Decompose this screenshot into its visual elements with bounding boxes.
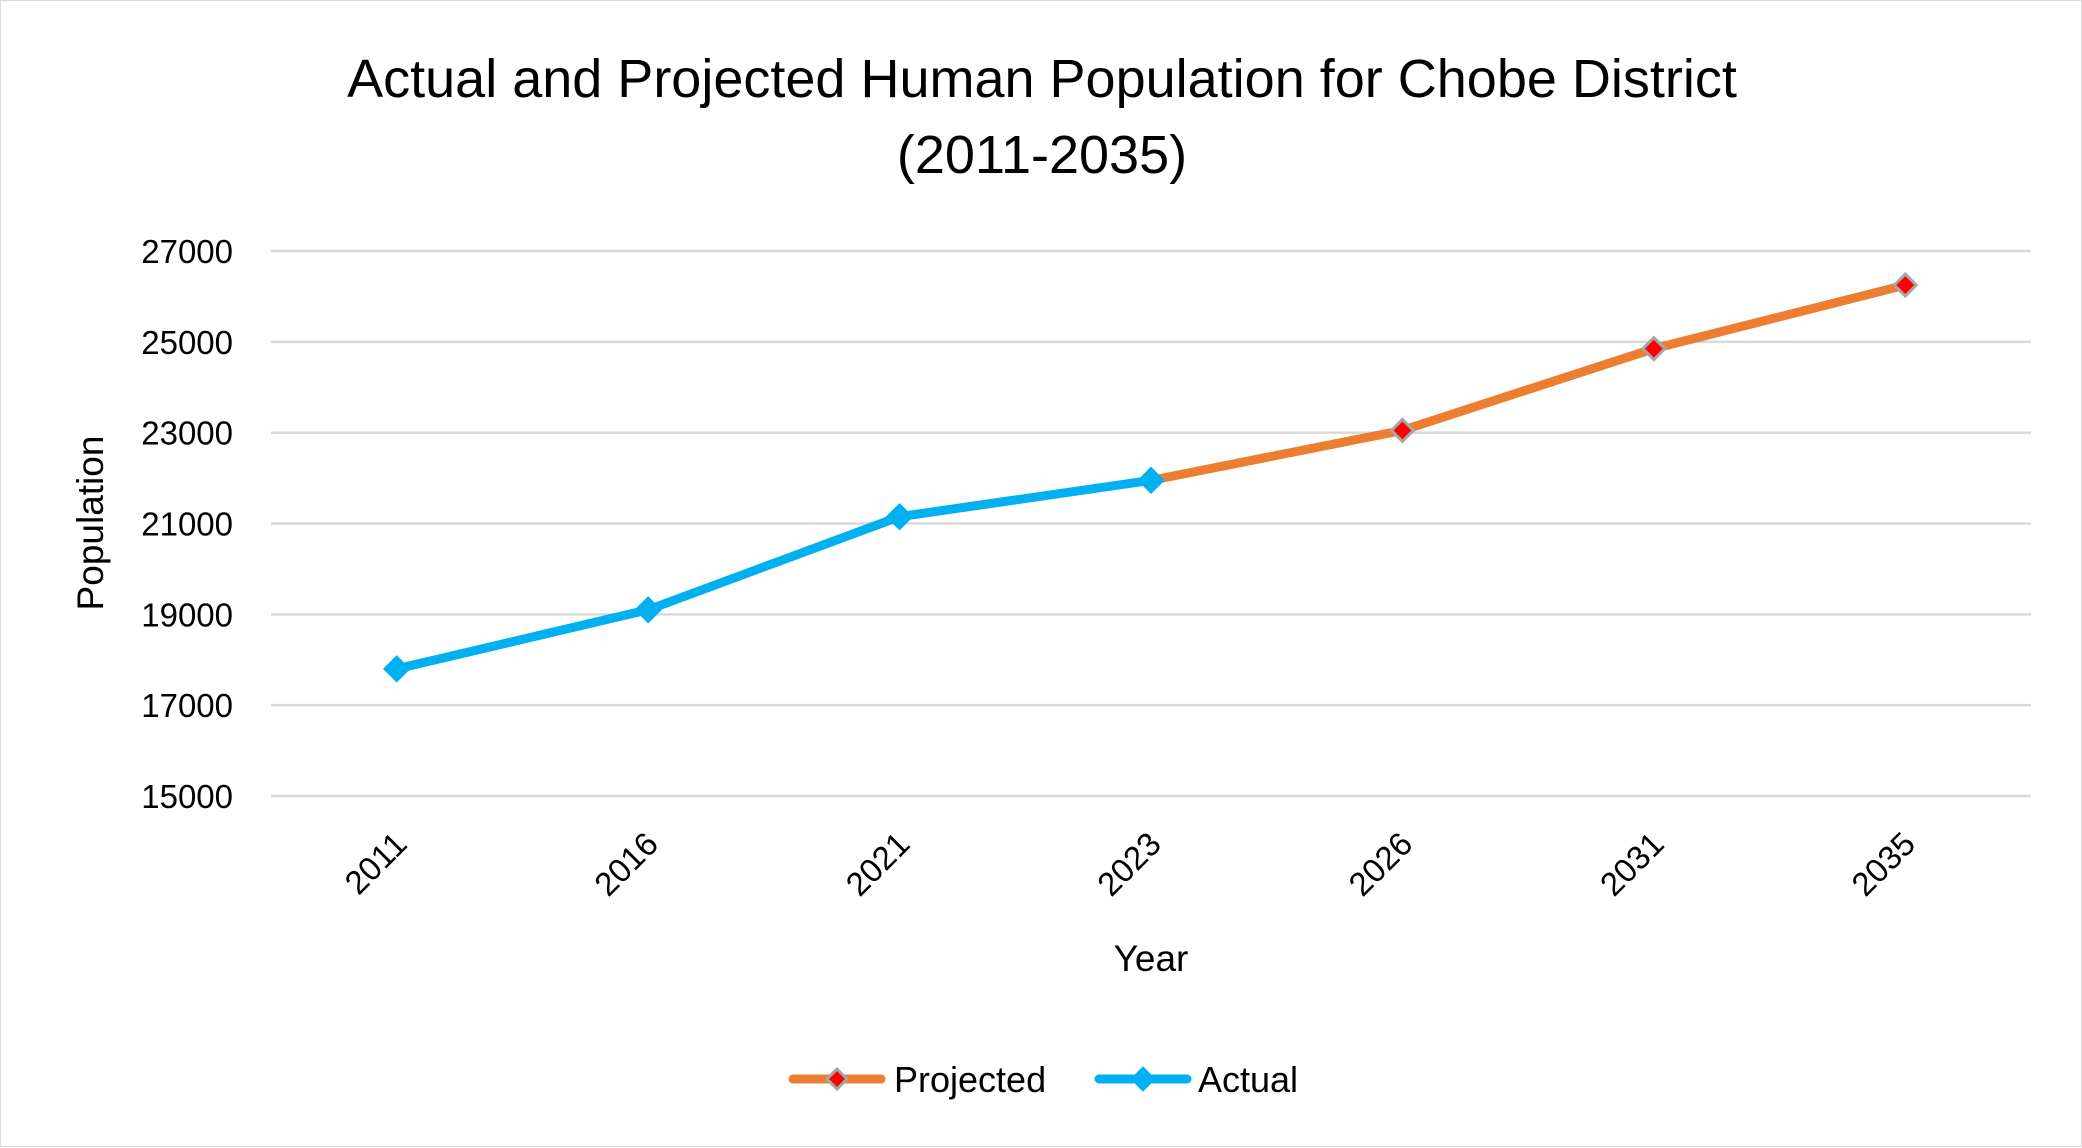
series-line-actual <box>392 475 1156 674</box>
x-tick-label: 2026 <box>1341 825 1419 903</box>
x-tick-label: 2035 <box>1844 825 1922 903</box>
series-markers <box>383 271 1919 683</box>
x-tick-label: 2023 <box>1090 825 1168 903</box>
marker-actual-2016 <box>634 596 662 624</box>
legend: Projected Actual <box>788 1059 1298 1100</box>
marker-projected-2031 <box>1640 335 1667 362</box>
y-axis-ticks: 15000 17000 19000 21000 23000 25000 27000 <box>141 233 233 815</box>
legend-label-actual: Actual <box>1198 1059 1298 1100</box>
chart-title-line-1: Actual and Projected Human Population fo… <box>347 49 1737 109</box>
marker-projected-2035 <box>1892 271 1919 299</box>
legend-swatch-marker-actual <box>1130 1066 1156 1092</box>
y-axis-title: Population <box>70 436 111 611</box>
y-tick-label: 25000 <box>141 324 233 361</box>
legend-swatch-marker-projected <box>824 1066 850 1092</box>
y-tick-label: 23000 <box>141 415 233 452</box>
y-tick-label: 27000 <box>141 233 233 270</box>
legend-label-projected: Projected <box>894 1059 1046 1100</box>
y-tick-label: 15000 <box>141 778 233 815</box>
x-axis-title: Year <box>1114 938 1189 979</box>
x-tick-label: 2021 <box>838 825 916 903</box>
y-tick-label: 17000 <box>141 687 233 724</box>
gridlines <box>271 249 2031 798</box>
marker-actual-2021 <box>885 502 914 531</box>
x-axis-ticks: 2011 2016 2021 2023 2026 2031 2035 <box>337 825 1922 903</box>
series-line-projected <box>1146 280 1910 485</box>
marker-actual-2011 <box>383 655 411 683</box>
chart-title-line-2: (2011-2035) <box>897 125 1187 185</box>
marker-actual-2023 <box>1137 466 1165 495</box>
x-tick-label: 2011 <box>337 825 413 901</box>
marker-projected-2026 <box>1389 417 1416 444</box>
series-lines <box>392 280 1910 674</box>
y-tick-label: 21000 <box>141 506 233 543</box>
x-tick-label: 2016 <box>587 825 665 903</box>
x-tick-label: 2031 <box>1593 825 1671 903</box>
y-tick-label: 19000 <box>141 596 233 633</box>
